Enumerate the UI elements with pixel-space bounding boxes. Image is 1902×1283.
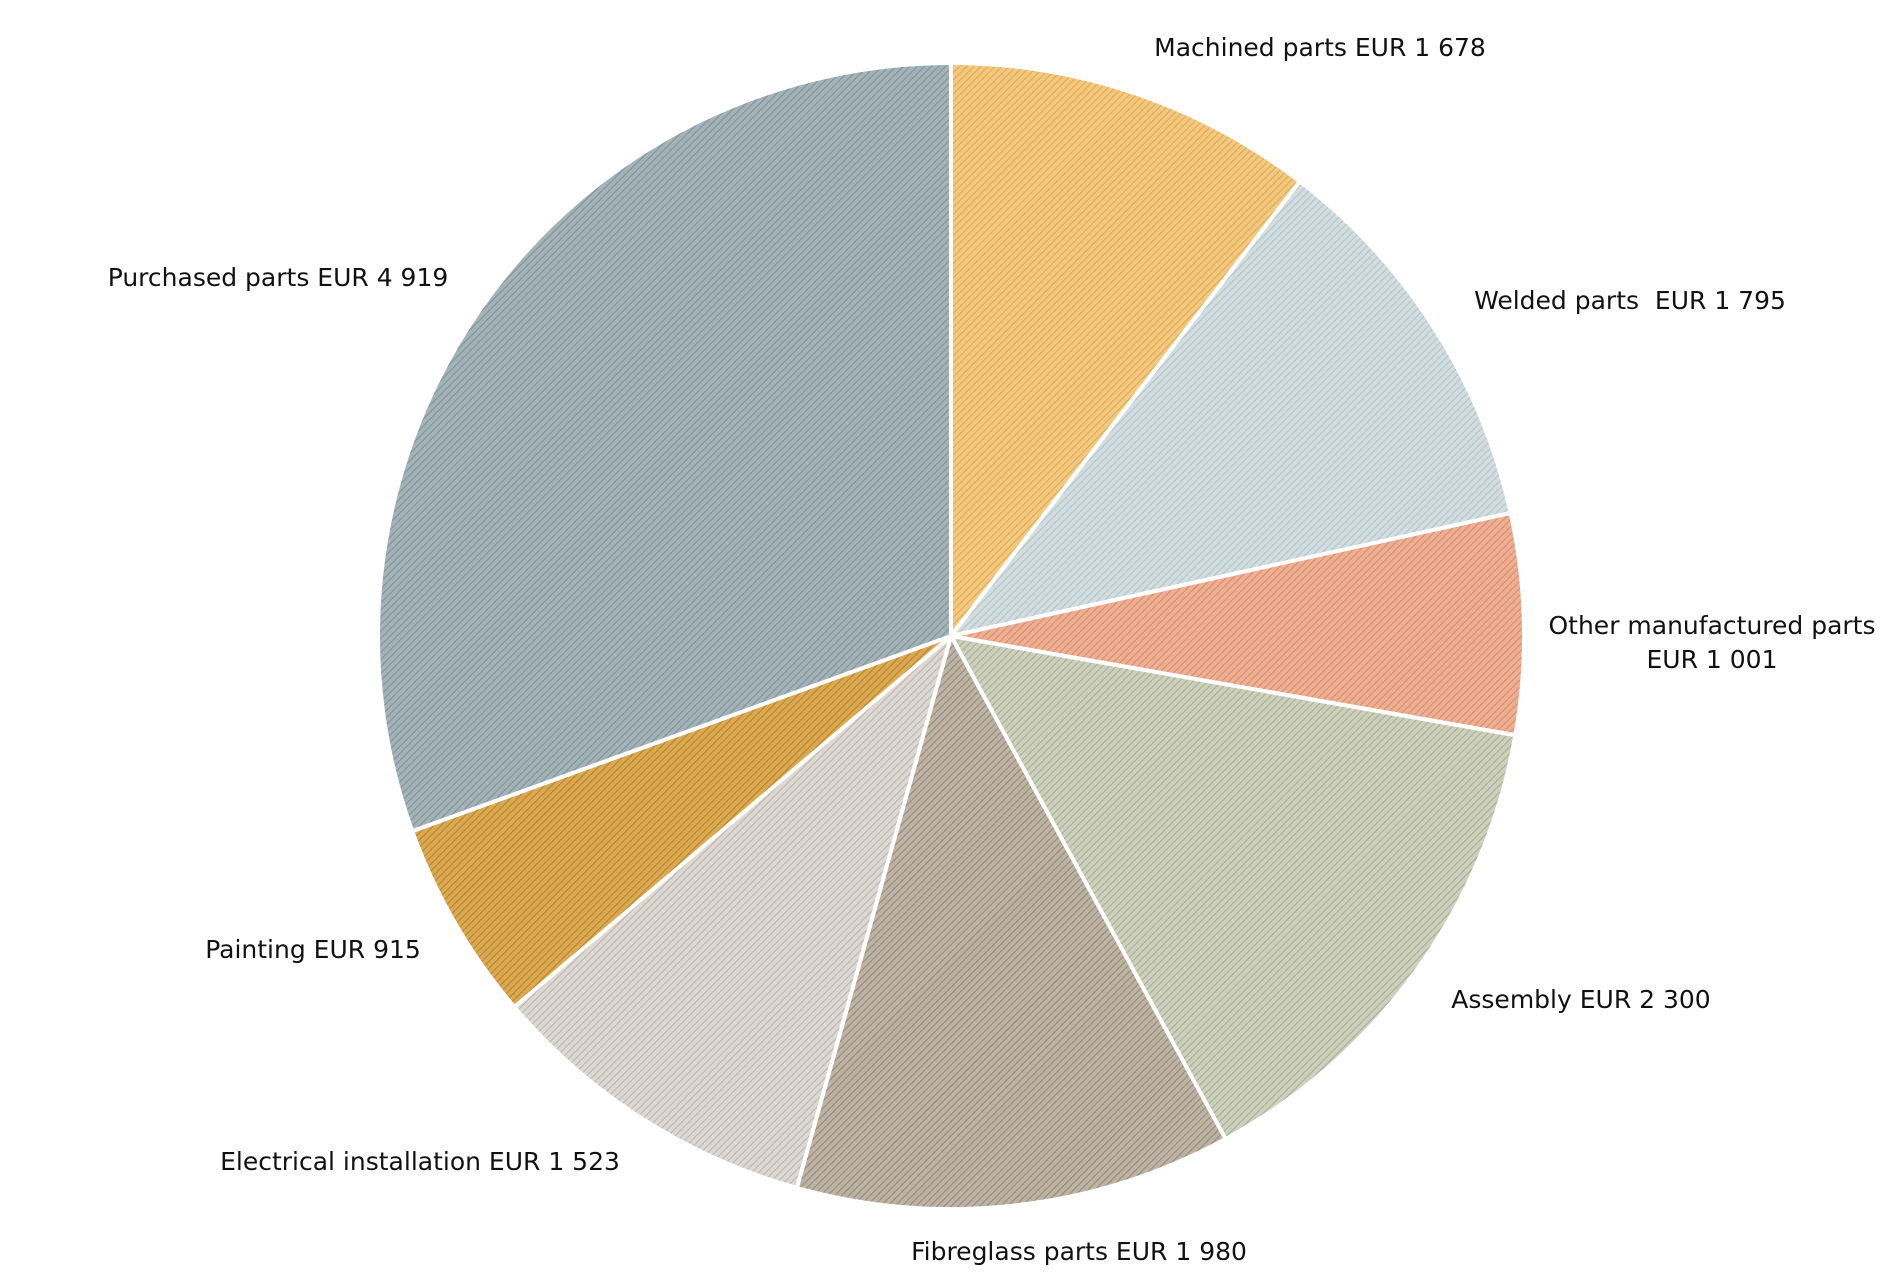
pie-slice-machined-parts <box>949 61 1302 638</box>
slice-label-electrical-installation: Electrical installation EUR 1 523 <box>220 1147 620 1176</box>
slice-label-line: EUR 1 001 <box>1647 645 1778 674</box>
slice-label-line: Fibreglass parts EUR 1 980 <box>911 1237 1247 1266</box>
pie-slice-painting <box>410 634 953 1010</box>
slice-label-line: Machined parts EUR 1 678 <box>1154 33 1486 62</box>
pie-slice-fibreglass-parts <box>794 634 1228 1211</box>
slice-label-machined-parts: Machined parts EUR 1 678 <box>1154 33 1486 62</box>
slice-label-welded-parts: Welded parts EUR 1 795 <box>1474 286 1786 315</box>
slice-label-assembly: Assembly EUR 2 300 <box>1451 985 1710 1014</box>
slice-label-line: Welded parts EUR 1 795 <box>1474 286 1786 315</box>
slice-label-other-manufactured-parts: Other manufactured parts EUR 1 001 <box>1548 611 1875 674</box>
slice-label-painting: Painting EUR 915 <box>205 935 421 964</box>
pie-slice-welded-parts <box>949 179 1513 638</box>
slice-label-line: Painting EUR 915 <box>205 935 421 964</box>
slice-label-line: Assembly EUR 2 300 <box>1451 985 1710 1014</box>
pie-slice-electrical-installation <box>512 634 953 1190</box>
slice-label-fibreglass-parts: Fibreglass parts EUR 1 980 <box>911 1237 1247 1266</box>
labels-layer: Machined parts EUR 1 678 Welded parts EUR… <box>108 33 1876 1266</box>
slice-label-line: Purchased parts EUR 4 919 <box>108 263 449 292</box>
pie-slice-assembly <box>949 634 1518 1141</box>
slice-label-line: Electrical installation EUR 1 523 <box>220 1147 620 1176</box>
pie-slice-other-manufactured-parts <box>949 511 1526 738</box>
slices-layer <box>376 61 1526 1211</box>
pie-slice-purchased-parts <box>376 61 953 834</box>
slice-label-line: Other manufactured parts <box>1548 611 1875 640</box>
slice-label-purchased-parts: Purchased parts EUR 4 919 <box>108 263 449 292</box>
